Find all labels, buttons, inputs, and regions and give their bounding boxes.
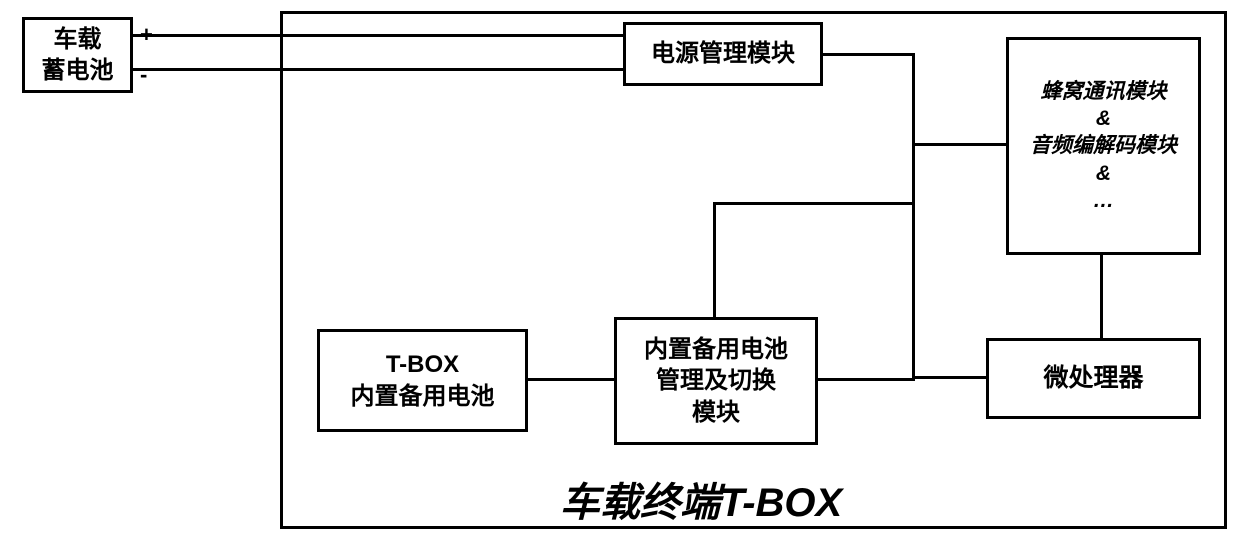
edge-line [818,378,915,381]
mcu-label: 微处理器 [1043,362,1143,395]
edge-line [713,202,716,317]
mcu-box: 微处理器 [986,338,1201,419]
battery-label-1: 车载 [54,26,102,53]
comm-module-box: 蜂窝通讯模块 & 音频编解码模块 & … [1006,37,1201,255]
backup-mgmt-label-2: 管理及切换 [656,367,776,394]
battery-box: 车载 蓄电池 [22,17,133,93]
terminal-minus: - [140,62,147,88]
backup-mgmt-label-1: 内置备用电池 [644,336,788,363]
edge-line [713,202,915,205]
edge-line [912,53,915,379]
power-management-box: 电源管理模块 [623,22,823,86]
edge-line [912,376,986,379]
comm-label-5: … [1093,189,1114,212]
edge-line [133,68,623,71]
comm-label-4: & [1096,162,1111,185]
edge-line [1100,255,1103,338]
backup-battery-label-1: T-BOX [386,351,459,378]
battery-label-2: 蓄电池 [42,57,114,84]
edge-line [823,53,915,56]
backup-battery-label-2: 内置备用电池 [351,383,495,410]
edge-line [528,378,614,381]
backup-mgmt-box: 内置备用电池 管理及切换 模块 [614,317,818,445]
backup-mgmt-label-3: 模块 [692,399,740,426]
container-title: 车载终端T-BOX [560,470,842,528]
comm-label-1: 蜂窝通讯模块 [1041,80,1167,103]
edge-line [133,34,623,37]
backup-battery-box: T-BOX 内置备用电池 [317,329,528,432]
edge-line [912,143,1006,146]
comm-label-3: 音频编解码模块 [1030,134,1177,157]
comm-label-2: & [1096,107,1111,130]
power-management-label: 电源管理模块 [651,38,795,69]
